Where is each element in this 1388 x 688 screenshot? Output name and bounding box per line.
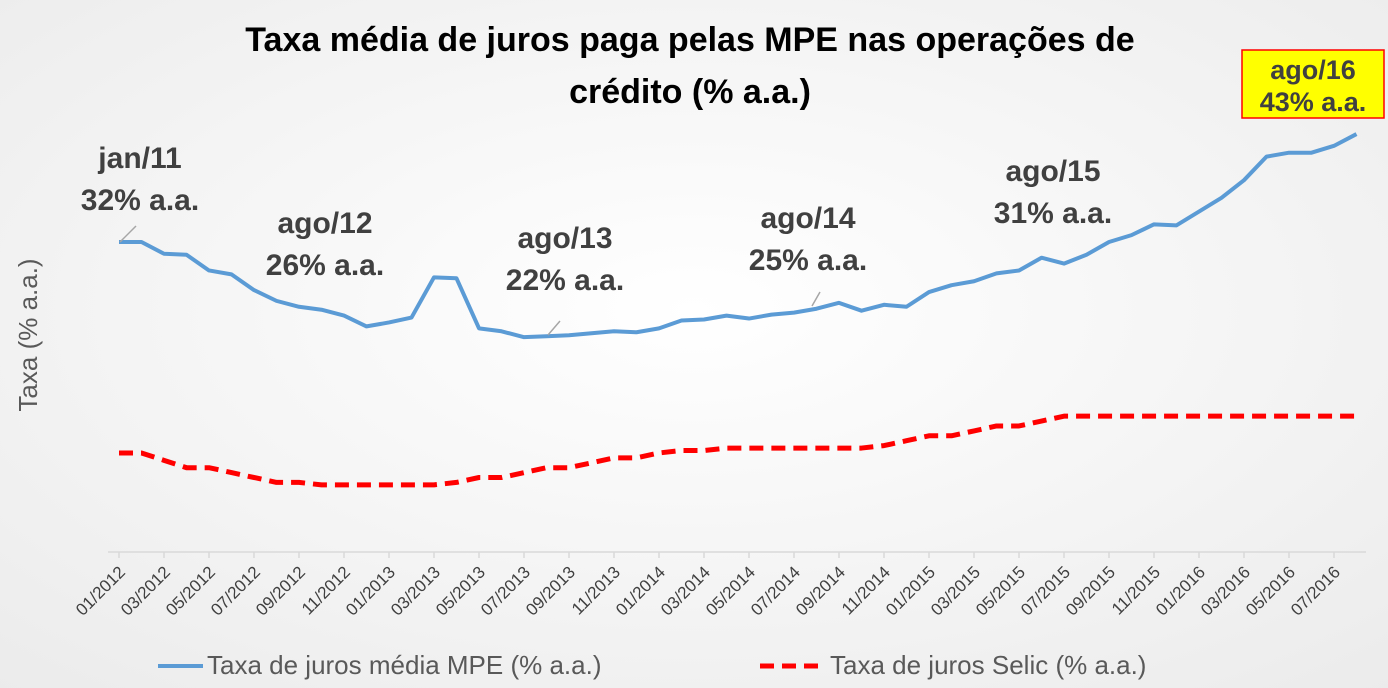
chart-title: Taxa média de juros paga pelas MPE nas o…: [245, 21, 1134, 59]
y-axis-label: Taxa (% a.a.): [13, 258, 43, 411]
series-line: [119, 413, 1357, 488]
legend-label: Taxa de juros Selic (% a.a.): [830, 650, 1146, 680]
legend-label: Taxa de juros média MPE (% a.a.): [207, 650, 602, 680]
annotation: ago/15: [1005, 155, 1100, 188]
annotation-leader: [811, 291, 821, 307]
chart-title: crédito (% a.a.): [569, 73, 811, 111]
annotation: ago/14: [760, 202, 855, 235]
annotation: 26% a.a.: [266, 249, 384, 282]
annotation-leader: [119, 225, 137, 243]
annotation: 25% a.a.: [749, 244, 867, 277]
annotation: 43% a.a.: [1260, 87, 1367, 117]
annotation: jan/11: [97, 142, 181, 175]
annotation: ago/12: [277, 207, 372, 240]
annotation-box: [1241, 49, 1385, 119]
annotation: 22% a.a.: [506, 264, 624, 297]
annotation: 31% a.a.: [994, 197, 1112, 230]
annotation: ago/13: [517, 222, 612, 255]
series-line: [119, 132, 1358, 340]
annotation-leader: [547, 320, 561, 336]
annotation: ago/16: [1270, 55, 1356, 85]
annotation: 32% a.a.: [81, 184, 199, 217]
